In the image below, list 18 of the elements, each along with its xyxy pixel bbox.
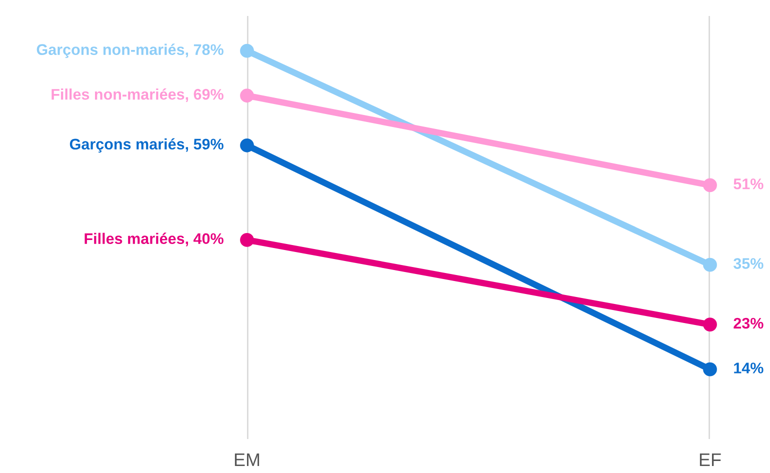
text: Filles non-mariées, 69% [52,88,224,102]
point [240,44,254,58]
data-label: 14% [734,362,764,374]
text: Filles mariées, 40% [84,232,224,246]
text: Garçons mariés, 59% [70,138,224,153]
point [240,88,254,103]
data-label: 51% [734,178,764,190]
point [703,258,717,272]
x-tick-label: EF [700,454,721,466]
point [240,138,254,152]
point [703,318,717,332]
text: Garçons non-mariés, 78% [36,44,224,58]
data-label: 23% [734,318,764,329]
x-tick-label: EM [234,454,260,466]
data-label: 35% [734,258,764,269]
point [703,178,717,192]
point [240,232,254,247]
point [703,362,717,376]
